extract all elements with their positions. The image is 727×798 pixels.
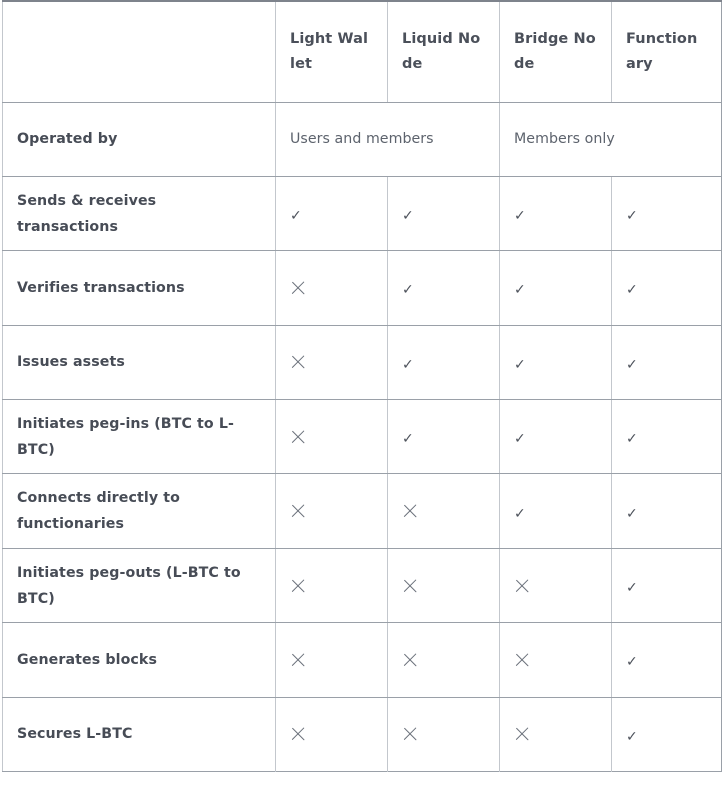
column-header-bridge-node: Bridge Node [499,1,612,103]
check-icon: ✓ [626,356,638,373]
check-icon: ✓ [402,208,414,225]
row-label-generates-blocks: Generates blocks [2,622,276,698]
check-icon: ✓ [626,431,638,448]
cell-light-wallet [275,697,388,772]
check-icon: ✓ [626,654,638,671]
table-row: Initiates peg-ins (BTC to L-BTC) ✓ ✓ ✓ [2,399,722,475]
row-label-verifies-transactions: Verifies transactions [2,250,276,326]
cell-light-wallet [275,548,388,624]
table-row: Connects directly to functionaries ✓ ✓ [2,473,722,549]
row-label-connects-directly-to-functionaries: Connects directly to functionaries [2,473,276,549]
cross-icon [290,578,305,593]
cross-icon [514,578,529,593]
node-comparison-table: Light Wallet Liquid Node Bridge Node Fun… [2,0,722,773]
cell-liquid-node: ✓ [387,325,500,401]
check-icon: ✓ [402,431,414,448]
cell-light-wallet [275,325,388,401]
column-header-label: Light Wallet [290,30,369,72]
cell-light-wallet [275,622,388,698]
check-icon: ✓ [514,282,526,299]
row-label-operated-by: Operated by [2,102,276,177]
table-header-row: Light Wallet Liquid Node Bridge Node Fun… [2,1,722,103]
table-row: Secures L-BTC ✓ [2,697,722,772]
cell-liquid-node: ✓ [387,176,500,252]
cell-liquid-node: ✓ [387,399,500,475]
cell-liquid-node [387,622,500,698]
cell-bridge-node: ✓ [499,473,612,549]
column-header-functionary: Functionary [611,1,722,103]
row-label-initiates-peg-ins: Initiates peg-ins (BTC to L-BTC) [2,399,276,475]
cross-icon [290,652,305,667]
cell-functionary: ✓ [611,622,722,698]
row-label-secures-l-btc: Secures L-BTC [2,697,276,772]
cross-icon [514,727,529,742]
cell-functionary: ✓ [611,325,722,401]
check-icon: ✓ [290,208,302,225]
check-icon: ✓ [514,356,526,373]
check-icon: ✓ [514,505,526,522]
check-icon: ✓ [626,208,638,225]
cell-liquid-node [387,473,500,549]
check-icon: ✓ [402,356,414,373]
table-row: Operated by Users and members Members only [2,102,722,177]
header-corner-cell [2,1,276,103]
check-icon: ✓ [402,282,414,299]
cell-functionary: ✓ [611,473,722,549]
cell-liquid-node [387,548,500,624]
cell-bridge-node [499,622,612,698]
cell-functionary: ✓ [611,250,722,326]
cross-icon [402,578,417,593]
cell-bridge-node [499,697,612,772]
check-icon: ✓ [626,505,638,522]
row-label-initiates-peg-outs: Initiates peg-outs (L-BTC to BTC) [2,548,276,624]
cross-icon [290,429,305,444]
cell-bridge-node [499,548,612,624]
table-row: Generates blocks ✓ [2,622,722,698]
cell-light-wallet [275,250,388,326]
table-row: Initiates peg-outs (L-BTC to BTC) ✓ [2,548,722,624]
cell-functionary: ✓ [611,176,722,252]
cell-functionary: ✓ [611,548,722,624]
check-icon: ✓ [626,580,638,597]
cross-icon [290,727,305,742]
cross-icon [514,652,529,667]
cross-icon [402,652,417,667]
check-icon: ✓ [514,431,526,448]
column-header-label: Functionary [626,30,698,72]
row-label-issues-assets: Issues assets [2,325,276,401]
cell-text: Members only [499,102,722,177]
cell-bridge-node: ✓ [499,325,612,401]
column-header-label: Bridge Node [514,30,596,72]
cross-icon [402,727,417,742]
check-icon: ✓ [626,728,638,745]
cross-icon [290,504,305,519]
cell-text: Users and members [275,102,500,177]
cell-light-wallet: ✓ [275,176,388,252]
cell-liquid-node [387,697,500,772]
cell-light-wallet [275,399,388,475]
cell-bridge-node: ✓ [499,399,612,475]
table-body: Operated by Users and members Members only… [2,102,722,772]
cell-liquid-node: ✓ [387,250,500,326]
check-icon: ✓ [626,282,638,299]
column-header-liquid-node: Liquid Node [387,1,500,103]
table-row: Issues assets ✓ ✓ ✓ [2,325,722,401]
column-header-label: Liquid Node [402,30,481,72]
table-row: Verifies transactions ✓ ✓ ✓ [2,250,722,326]
check-icon: ✓ [514,208,526,225]
cell-functionary: ✓ [611,399,722,475]
table-row: Sends & receives transactions ✓ ✓ ✓ ✓ [2,176,722,252]
cell-bridge-node: ✓ [499,176,612,252]
row-label-sends-receives-transactions: Sends & receives transactions [2,176,276,252]
cross-icon [290,280,305,295]
cross-icon [290,355,305,370]
cell-light-wallet [275,473,388,549]
table-header: Light Wallet Liquid Node Bridge Node Fun… [2,1,722,103]
cross-icon [402,504,417,519]
cell-functionary: ✓ [612,697,722,771]
cell-bridge-node: ✓ [499,250,612,326]
column-header-light-wallet: Light Wallet [275,1,388,103]
